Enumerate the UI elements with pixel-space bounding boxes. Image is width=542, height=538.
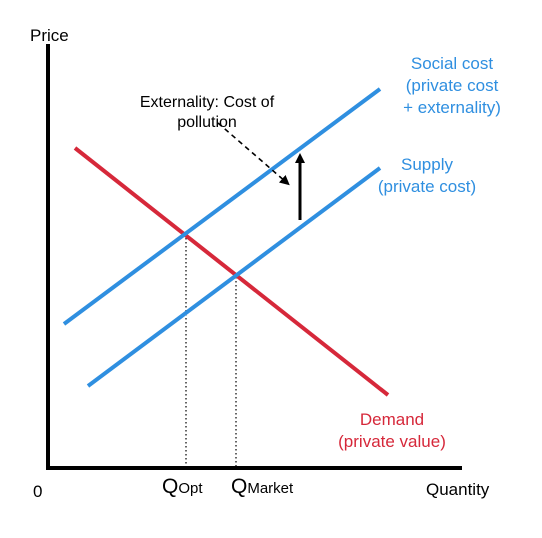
demand-label: Demand (private value)	[322, 409, 462, 453]
supply-label-line2: (private cost)	[377, 177, 477, 196]
q-market-label: QMarket	[231, 475, 293, 499]
q-market-sub: Market	[247, 480, 294, 497]
externality-pointer-arrow	[217, 122, 290, 186]
externality-annotation-line1: Externality: Cost of	[139, 94, 275, 111]
social-cost-curve	[62, 87, 382, 326]
demand-label-line2: (private value)	[338, 432, 446, 451]
origin-label: 0	[33, 482, 43, 501]
q-market-main: Q	[231, 475, 248, 498]
social-cost-label: Social cost (private cost + externality)	[382, 53, 522, 119]
x-axis-label: Quantity	[426, 480, 490, 499]
supply-label-line1: Supply	[401, 155, 453, 174]
q-opt-sub: Opt	[178, 480, 203, 497]
social-cost-label-line1: Social cost	[410, 54, 494, 73]
supply-label: Supply (private cost)	[362, 154, 492, 198]
q-opt-main: Q	[162, 475, 179, 498]
externality-annotation-line2: pollution	[177, 114, 237, 131]
social-cost-label-line3: + externality)	[403, 98, 501, 117]
demand-curve	[73, 146, 390, 397]
externality-annotation: Externality: Cost of pollution	[112, 93, 302, 133]
supply-curve	[86, 166, 382, 388]
social-cost-label-line2: (private cost	[405, 76, 499, 95]
y-axis-label: Price	[30, 26, 69, 45]
q-opt-label: QOpt	[162, 475, 203, 499]
demand-label-line1: Demand	[359, 410, 425, 429]
